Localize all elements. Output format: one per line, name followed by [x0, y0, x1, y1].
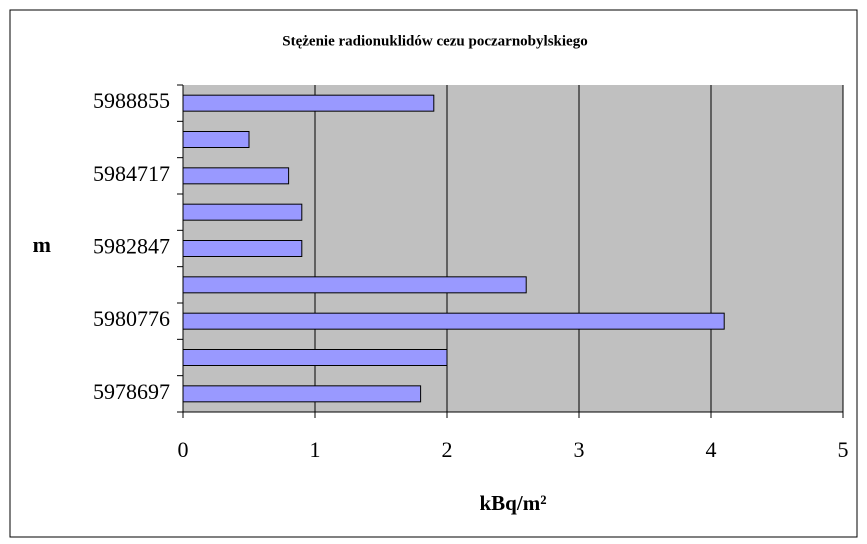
bar [182, 167, 290, 185]
x-tick-label: 1 [310, 437, 321, 462]
x-tick-label: 5 [838, 437, 849, 462]
y-tick-label: 5982847 [93, 234, 170, 259]
y-tick-label: 5980776 [93, 306, 170, 331]
bar [182, 385, 422, 403]
y-tick-label: 5978697 [93, 379, 170, 404]
x-tick-label: 2 [442, 437, 453, 462]
x-axis-label: kBq/m² [480, 491, 547, 515]
x-tick-label: 4 [706, 437, 717, 462]
y-axis-label: m [33, 232, 51, 257]
bar [182, 240, 303, 257]
bar [182, 312, 725, 330]
x-tick-label: 3 [574, 437, 585, 462]
bar [182, 349, 448, 366]
bar [182, 203, 303, 221]
chart-title: Stężenie radionuklidów cezu poczarnobyls… [282, 33, 587, 49]
y-tick-label: 5988855 [93, 88, 170, 113]
bar [182, 131, 250, 148]
x-tick-label: 0 [178, 437, 189, 462]
y-tick-label: 5984717 [93, 161, 170, 186]
bar [182, 94, 435, 112]
bar [182, 276, 527, 294]
